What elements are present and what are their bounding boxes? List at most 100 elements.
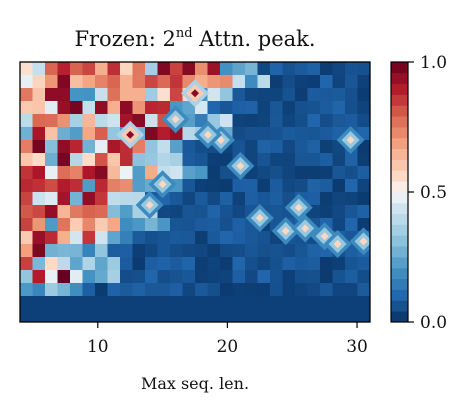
heat-cell <box>245 257 259 271</box>
heat-cell <box>257 153 271 167</box>
heat-cell <box>345 75 359 89</box>
heat-cell <box>320 88 334 102</box>
heat-cell <box>45 62 59 76</box>
x-tick-label: 30 <box>346 337 368 357</box>
heat-cell <box>82 231 96 245</box>
heat-cell <box>182 205 196 219</box>
heat-cell <box>20 257 34 271</box>
heat-cell <box>157 231 171 245</box>
heat-cell <box>132 309 146 322</box>
heat-cell <box>207 192 221 206</box>
heat-cell <box>257 309 271 322</box>
heat-cell <box>282 88 296 102</box>
heat-cell <box>232 283 246 297</box>
colorbar-band <box>391 83 408 95</box>
heat-cell <box>282 257 296 271</box>
heat-cell <box>132 296 146 310</box>
heat-cell <box>332 309 346 322</box>
heat-cell <box>45 114 59 128</box>
heat-cell <box>307 101 321 115</box>
colorbar-band <box>391 170 408 182</box>
heat-cell <box>282 101 296 115</box>
heat-cell <box>207 296 221 310</box>
heat-cell <box>257 231 271 245</box>
colorbar-band <box>391 257 408 269</box>
heat-cell <box>182 309 196 322</box>
heat-cell <box>45 257 59 271</box>
heat-cell <box>70 270 84 284</box>
heat-cell <box>45 179 59 193</box>
heat-cell <box>307 153 321 167</box>
heat-cell <box>32 88 46 102</box>
x-tick-label: 20 <box>217 337 239 357</box>
heat-peak <box>255 214 264 222</box>
heat-cell <box>20 296 34 310</box>
heat-cell <box>295 75 309 89</box>
heat-cell <box>107 218 121 232</box>
heat-cell <box>220 101 234 115</box>
heat-cell <box>45 140 59 154</box>
heat-cell <box>357 270 370 284</box>
heat-cell <box>232 296 246 310</box>
heat-cell <box>195 257 209 271</box>
heat-cell <box>345 153 359 167</box>
heat-cell <box>32 270 46 284</box>
heat-cell <box>282 114 296 128</box>
heat-cell <box>170 218 184 232</box>
heat-cell <box>320 101 334 115</box>
chart-title: Frozen: 2nd Attn. peak. <box>74 26 315 51</box>
heat-peak <box>359 237 368 246</box>
heat-cell <box>270 244 284 258</box>
heat-cell <box>182 296 196 310</box>
heat-cell <box>57 244 71 258</box>
heat-cell <box>32 283 46 297</box>
heat-cell <box>82 127 96 141</box>
heat-cell <box>82 283 96 297</box>
heat-cell <box>220 218 234 232</box>
heat-cell <box>20 270 34 284</box>
heat-cell <box>145 270 159 284</box>
colorbar-band <box>391 105 408 117</box>
heat-cell <box>170 270 184 284</box>
colorbar-band <box>391 224 408 236</box>
heat-cell <box>32 114 46 128</box>
colorbar-band <box>391 213 408 225</box>
heat-cell <box>357 296 370 310</box>
heat-cell <box>345 309 359 322</box>
heat-cell <box>357 101 370 115</box>
heat-cell <box>282 127 296 141</box>
heat-cell <box>70 283 84 297</box>
heat-cell <box>245 231 259 245</box>
heat-cell <box>45 75 59 89</box>
heat-cell <box>132 231 146 245</box>
heat-cell <box>295 127 309 141</box>
heat-cell <box>32 140 46 154</box>
heat-cell <box>120 75 134 89</box>
colorbar-bands <box>391 62 408 323</box>
heat-cell <box>232 192 246 206</box>
heat-cell <box>107 231 121 245</box>
heat-cell <box>157 101 171 115</box>
heat-cell <box>170 309 184 322</box>
heat-cell <box>82 257 96 271</box>
heat-cell <box>295 283 309 297</box>
colorbar-band <box>391 278 408 290</box>
heat-cell <box>170 244 184 258</box>
heat-peak <box>126 130 135 139</box>
heat-cell <box>132 218 146 232</box>
heat-cell <box>207 270 221 284</box>
heat-cell <box>107 283 121 297</box>
heat-cell <box>45 309 59 322</box>
heat-cell <box>20 166 34 180</box>
heat-cell <box>332 153 346 167</box>
heat-cell <box>145 62 159 76</box>
heat-cell <box>232 205 246 219</box>
heat-cell <box>70 192 84 206</box>
x-axis-label: Max seq. len. <box>141 374 249 393</box>
colorbar-tick-label: 0.0 <box>420 313 447 333</box>
heat-cell <box>345 166 359 180</box>
heat-peak <box>171 115 180 124</box>
colorbar-band <box>391 246 408 258</box>
heat-cell <box>245 283 259 297</box>
heat-cell <box>57 153 71 167</box>
